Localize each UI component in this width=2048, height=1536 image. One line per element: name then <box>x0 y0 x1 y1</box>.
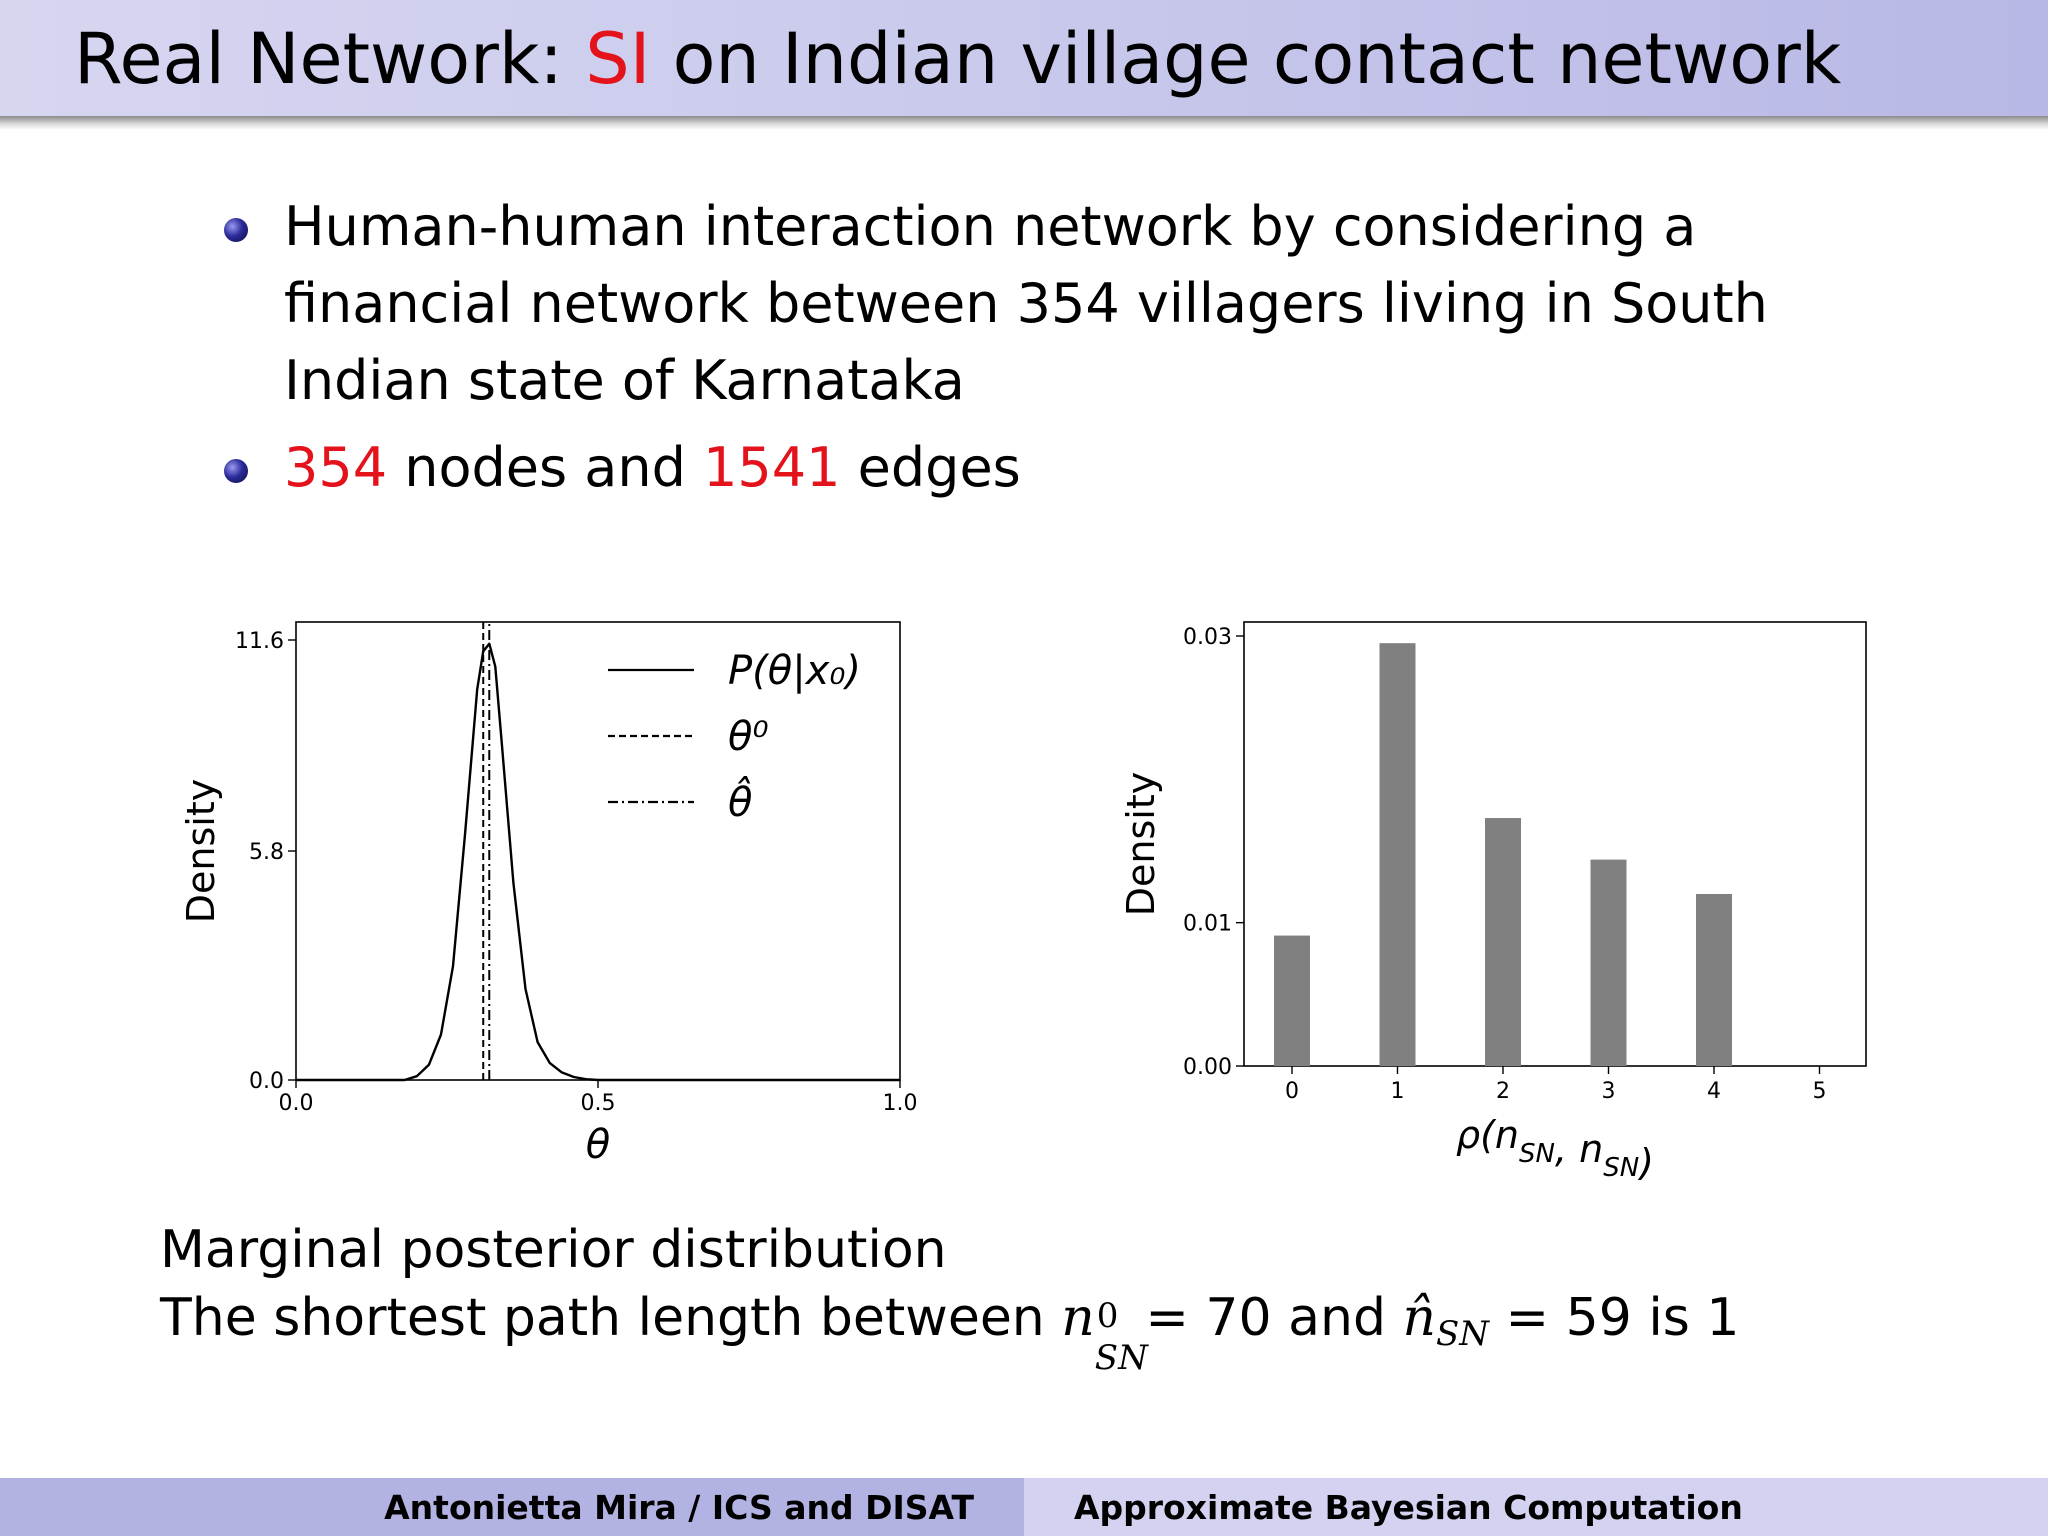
bullet-ball-icon <box>224 218 248 242</box>
x-tick-label: 0.0 <box>279 1091 314 1116</box>
title-shadow <box>0 116 2048 130</box>
bullet-list: Human-human interaction network by consi… <box>220 188 1880 516</box>
y-tick-label: 0.01 <box>1183 912 1232 937</box>
y-axis-label: Density <box>1119 772 1163 916</box>
bullet-text-1: Human-human interaction network by consi… <box>284 195 1768 412</box>
caption-math-nhat: n̂SN <box>1402 1288 1490 1354</box>
legend-label: θ̂ <box>728 776 752 826</box>
caption-text-a: The shortest path length between <box>160 1288 1062 1348</box>
bullet-ball-icon <box>224 459 248 483</box>
legend-label: P(θ|x₀) <box>728 648 861 694</box>
y-tick-label: 0.0 <box>249 1069 284 1094</box>
x-tick-label: 2 <box>1496 1079 1510 1104</box>
histogram-bar <box>1274 935 1310 1066</box>
y-tick-label: 11.6 <box>235 629 284 654</box>
caption-text-b: = 70 and <box>1128 1288 1403 1348</box>
footer-talk-title: Approximate Bayesian Computation <box>1024 1478 2048 1536</box>
posterior-density-chart: 0.0 5.8 11.6 0.0 0.5 1.0 θ Density P(θ|x₀) θ⁰ θ̂ <box>179 621 918 1168</box>
x-axis-label: ρ(nSN, nSN) <box>1456 1113 1654 1180</box>
plot-frame <box>1243 621 1867 1067</box>
x-axis-label-part: SN <box>1603 1153 1639 1180</box>
bullet-text-2a: nodes and <box>387 436 704 499</box>
y-tick-label: 0.00 <box>1183 1055 1232 1080</box>
title-suffix: on Indian village contact network <box>650 18 1842 100</box>
x-tick-label: 3 <box>1602 1079 1616 1104</box>
caption-text-c: = 59 is 1 <box>1489 1288 1740 1348</box>
slide-title: Real Network: SI on Indian village conta… <box>74 14 1841 104</box>
x-axis-label-part: SN <box>1519 1139 1555 1169</box>
histogram-bar <box>1379 643 1416 1066</box>
x-tick-label: 0 <box>1285 1079 1299 1104</box>
x-axis-label-part: ρ(n <box>1456 1113 1519 1157</box>
caption: Marginal posterior distribution The shor… <box>160 1216 1740 1378</box>
bullet-text-2b: edges <box>840 436 1021 499</box>
footer-author: Antonietta Mira / ICS and DISAT <box>0 1478 1024 1536</box>
y-axis-label: Density <box>179 779 223 923</box>
x-axis-label-part: , n <box>1555 1127 1603 1171</box>
node-count: 354 <box>284 436 388 499</box>
x-axis-label: θ <box>586 1122 610 1168</box>
density-curve <box>296 642 900 1082</box>
footer: Antonietta Mira / ICS and DISAT Approxim… <box>0 1478 2048 1536</box>
histogram-bar <box>1590 859 1627 1066</box>
bullet-item-1: Human-human interaction network by consi… <box>220 188 1880 419</box>
caption-line-1: Marginal posterior distribution <box>160 1220 947 1280</box>
title-bar <box>0 0 2048 116</box>
x-tick-label: 4 <box>1707 1079 1721 1104</box>
caption-line-2: The shortest path length between n 0 SN = … <box>160 1284 1740 1378</box>
title-prefix: Real Network: <box>74 18 586 100</box>
x-tick-label: 0.5 <box>581 1091 616 1116</box>
y-tick-label: 0.03 <box>1183 625 1232 650</box>
legend-label: θ⁰ <box>728 714 769 760</box>
edge-count: 1541 <box>703 436 841 499</box>
bullet-item-2: 354 nodes and 1541 edges <box>220 429 1880 506</box>
x-tick-label: 1 <box>1391 1079 1405 1104</box>
histogram-bar <box>1696 894 1732 1066</box>
histogram-bar <box>1485 818 1521 1066</box>
y-tick-label: 5.8 <box>249 840 284 865</box>
x-tick-label: 1.0 <box>883 1091 918 1116</box>
caption-math-n0: n 0 SN <box>1061 1288 1148 1378</box>
x-tick-label: 5 <box>1813 1079 1827 1104</box>
title-highlight: SI <box>585 18 651 100</box>
x-axis-label-part: ) <box>1636 1141 1654 1180</box>
